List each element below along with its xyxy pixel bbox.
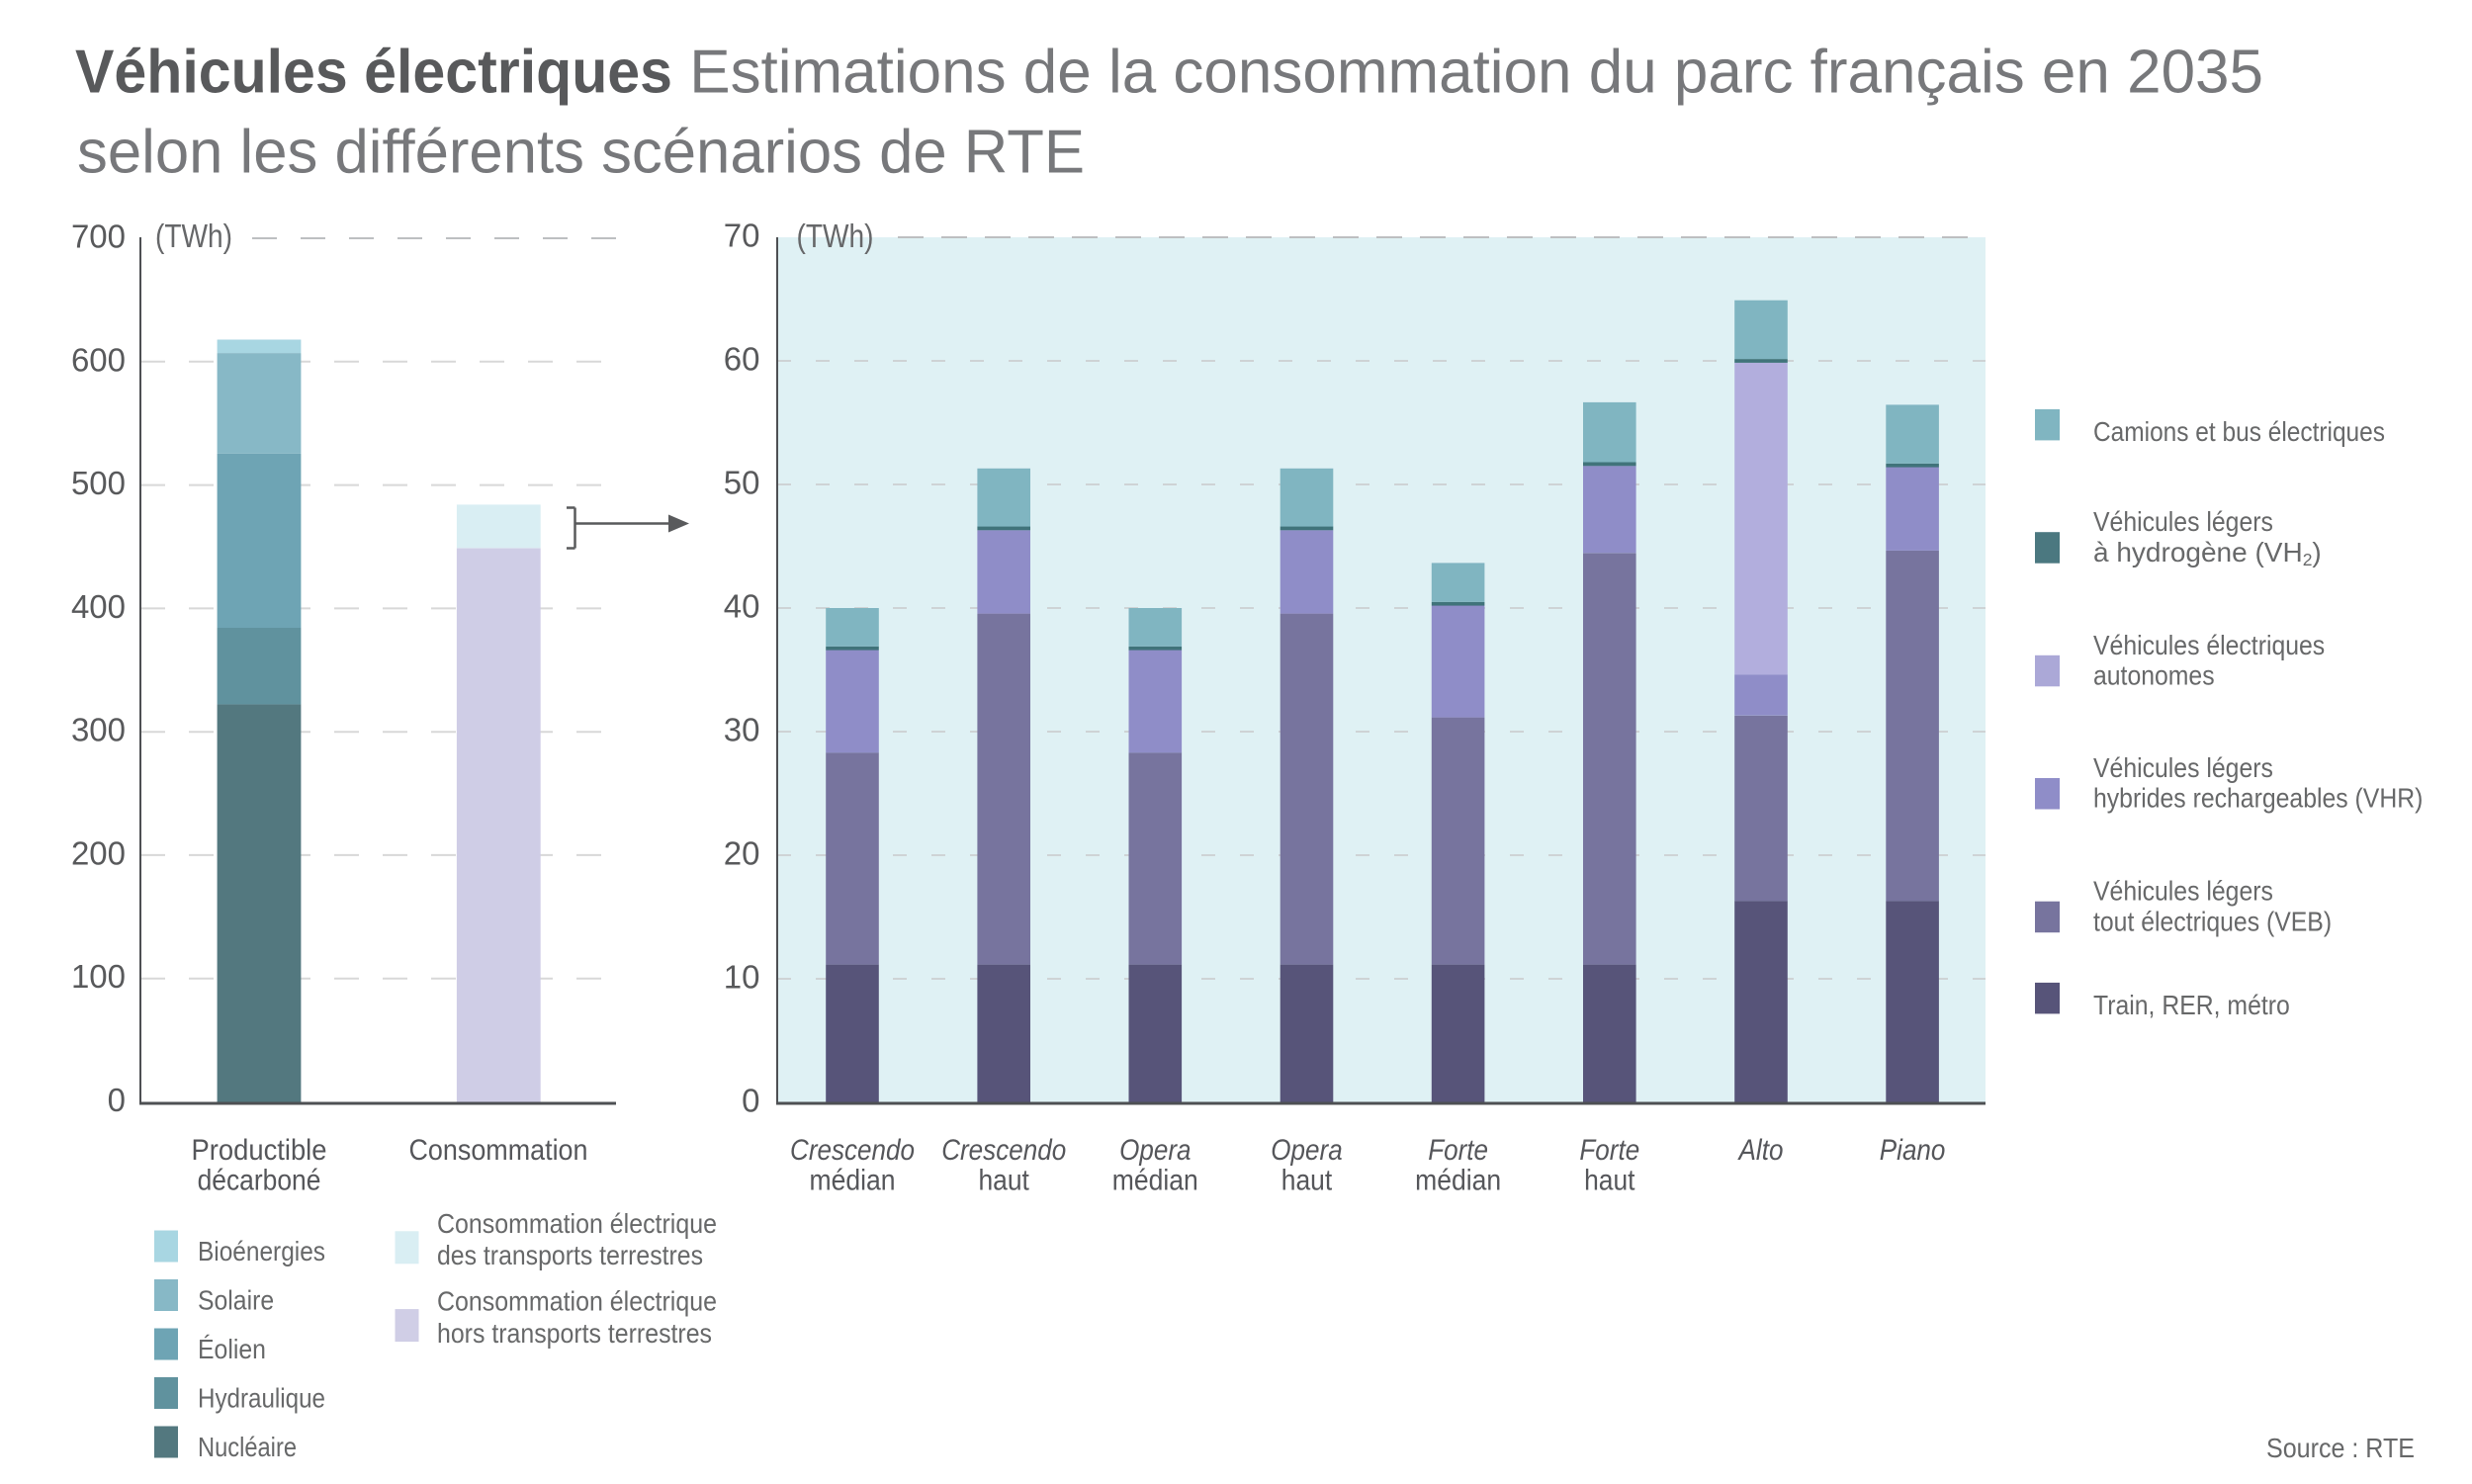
svg-text:300: 300	[71, 712, 126, 748]
svg-text:Consommation électrique: Consommation électrique	[437, 1208, 717, 1239]
svg-text:Opera: Opera	[1271, 1134, 1342, 1167]
svg-text:50: 50	[724, 465, 760, 501]
svg-text:haut: haut	[979, 1165, 1030, 1197]
svg-text:700: 700	[71, 218, 126, 255]
svg-text:à hydrogène (VH2): à hydrogène (VH2)	[2093, 537, 2322, 569]
svg-text:70: 70	[724, 218, 760, 254]
svg-text:200: 200	[71, 834, 126, 871]
svg-text:Véhicules légers: Véhicules légers	[2093, 876, 2273, 907]
svg-text:Train, RER, métro: Train, RER, métro	[2093, 990, 2290, 1020]
svg-text:haut: haut	[1281, 1165, 1333, 1197]
svg-text:Hydraulique: Hydraulique	[198, 1383, 325, 1414]
svg-text:médian: médian	[810, 1165, 896, 1197]
svg-text:Éolien: Éolien	[198, 1334, 266, 1364]
svg-text:0: 0	[108, 1082, 126, 1118]
svg-text:haut: haut	[1584, 1165, 1635, 1197]
svg-text:(TWh): (TWh)	[797, 218, 874, 254]
svg-text:Alto: Alto	[1737, 1134, 1784, 1167]
svg-text:Forte: Forte	[1428, 1134, 1488, 1167]
svg-text:Véhicules légers: Véhicules légers	[2093, 752, 2273, 783]
svg-text:médian: médian	[1112, 1165, 1198, 1197]
svg-text:Solaire: Solaire	[198, 1285, 274, 1316]
svg-text:Bioénergies: Bioénergies	[198, 1236, 325, 1266]
svg-text:médian: médian	[1415, 1165, 1501, 1197]
svg-text:40: 40	[724, 588, 760, 625]
svg-text:100: 100	[71, 958, 126, 995]
svg-text:Piano: Piano	[1880, 1134, 1946, 1167]
svg-text:autonomes: autonomes	[2093, 660, 2215, 691]
svg-text:10: 10	[724, 959, 760, 996]
svg-text:hors transports terrestres: hors transports terrestres	[437, 1318, 712, 1349]
svg-text:(TWh): (TWh)	[155, 218, 232, 254]
svg-text:décarboné: décarboné	[198, 1165, 321, 1197]
svg-text:Productible: Productible	[192, 1134, 327, 1167]
svg-text:selon les différents scénarios: selon les différents scénarios de RTE	[77, 119, 1085, 187]
svg-text:0: 0	[742, 1083, 759, 1119]
svg-text:20: 20	[724, 835, 760, 872]
svg-text:Crescendo: Crescendo	[941, 1134, 1066, 1167]
svg-text:Opera: Opera	[1119, 1134, 1191, 1167]
svg-text:30: 30	[724, 712, 760, 748]
svg-text:tout électriques (VEB): tout électriques (VEB)	[2093, 906, 2332, 936]
svg-text:hybrides rechargeables (VHR): hybrides rechargeables (VHR)	[2093, 783, 2423, 814]
svg-text:600: 600	[71, 341, 126, 378]
svg-text:Nucléaire: Nucléaire	[198, 1432, 297, 1462]
svg-text:Source : RTE: Source : RTE	[2266, 1433, 2415, 1463]
svg-text:des transports terrestres: des transports terrestres	[437, 1240, 703, 1270]
svg-text:Véhicules électriques: Véhicules électriques	[2093, 630, 2325, 660]
svg-text:Véhicules électriques Estimati: Véhicules électriques Estimations de la …	[75, 39, 2263, 107]
svg-text:60: 60	[724, 341, 760, 378]
svg-text:Camions et bus électriques: Camions et bus électriques	[2093, 416, 2385, 447]
svg-text:500: 500	[71, 465, 126, 501]
svg-text:Forte: Forte	[1579, 1134, 1639, 1167]
svg-text:Crescendo: Crescendo	[790, 1134, 915, 1167]
svg-text:400: 400	[71, 588, 126, 625]
svg-text:Consommation électrique: Consommation électrique	[437, 1286, 717, 1317]
svg-text:Véhicules légers: Véhicules légers	[2093, 506, 2273, 537]
svg-text:Consommation: Consommation	[409, 1134, 588, 1167]
